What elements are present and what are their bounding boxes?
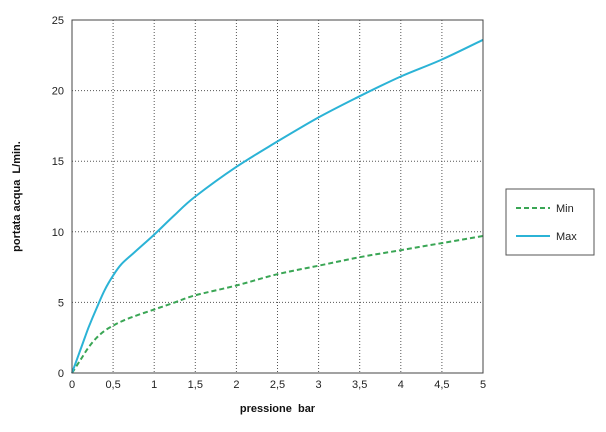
plot-frame <box>71 19 484 374</box>
x-tick-label: 4 <box>398 379 404 391</box>
y-tick-label: 20 <box>52 86 64 98</box>
x-tick-label: 3,5 <box>352 379 367 391</box>
x-tick-label: 0 <box>69 379 75 391</box>
x-tick-label: 4,5 <box>434 379 449 391</box>
y-tick-label: 25 <box>52 15 64 27</box>
y-tick-label: 15 <box>52 156 64 168</box>
x-tick-label: 5 <box>480 379 486 391</box>
x-tick-labels: 0 0,5 1 1,5 2 2,5 3 3,5 4 4,5 5 <box>69 379 486 391</box>
series-line-max <box>71 38 484 374</box>
legend: Min Max <box>505 188 595 256</box>
x-tick-label: 0,5 <box>105 379 120 391</box>
x-tick-label: 2 <box>233 379 239 391</box>
y-tick-label: 0 <box>58 368 64 380</box>
legend-label-min: Min <box>556 203 574 215</box>
y-tick-label: 10 <box>52 227 64 239</box>
legend-box <box>505 188 595 256</box>
legend-label-max: Max <box>556 231 577 243</box>
grid-lines <box>72 20 483 373</box>
x-tick-label: 1 <box>151 379 157 391</box>
y-tick-labels: 0 5 10 15 20 25 <box>52 15 64 380</box>
x-tick-label: 1,5 <box>188 379 203 391</box>
x-axis-title: pressione bar <box>240 403 316 415</box>
x-tick-label: 2,5 <box>270 379 285 391</box>
x-tick-label: 3 <box>316 379 322 391</box>
series-line-min <box>71 235 484 374</box>
y-axis-title: portata acqua L/min. <box>11 141 23 252</box>
y-tick-label: 5 <box>58 297 64 309</box>
axes <box>71 19 484 374</box>
series-layer <box>71 38 484 374</box>
